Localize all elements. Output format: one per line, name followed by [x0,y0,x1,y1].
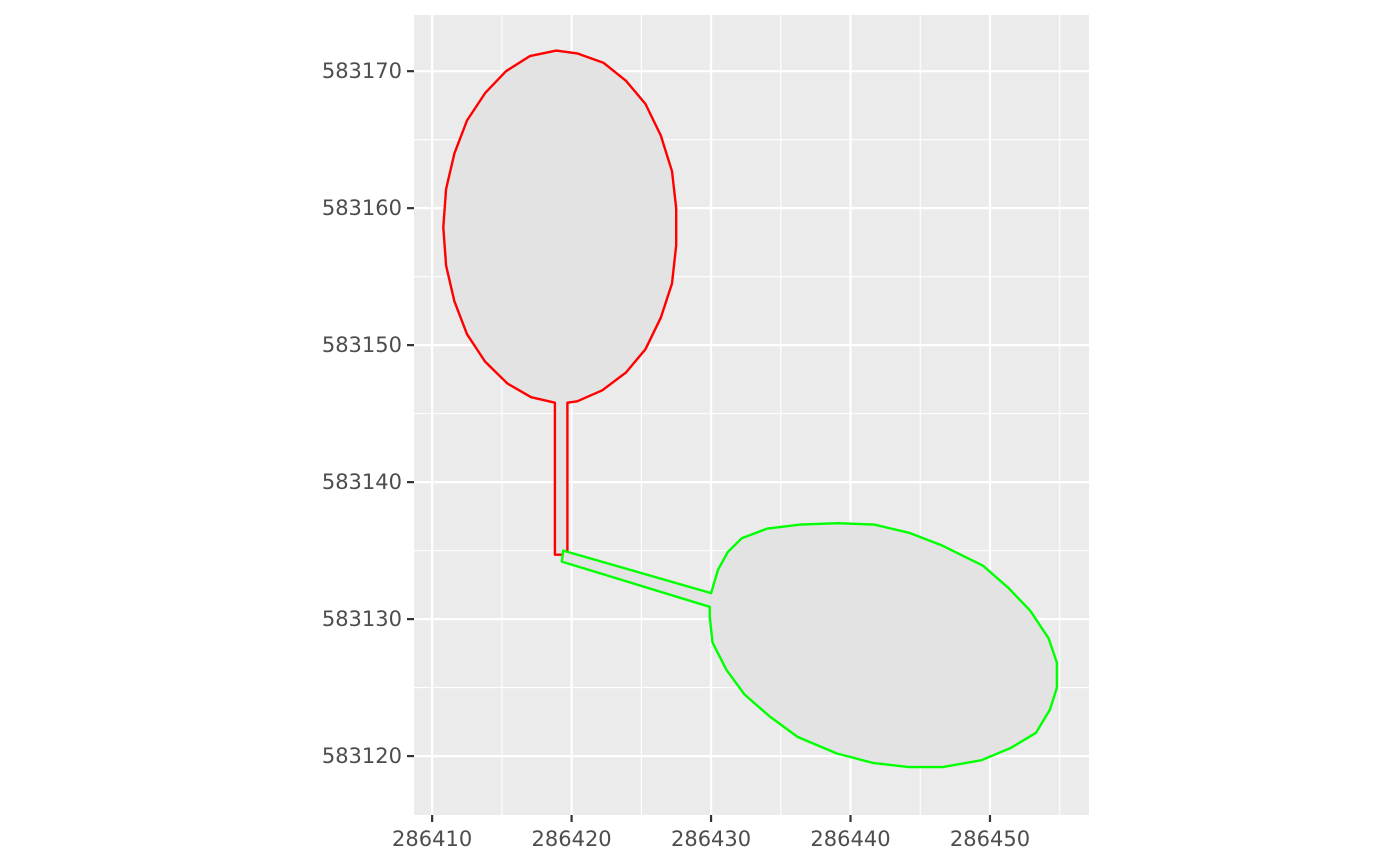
green-shape [560,522,1059,769]
x-tick-label: 286420 [532,827,612,851]
y-tick-label: 583170 [322,59,402,83]
x-tick-label: 286440 [810,827,890,851]
x-tick-label: 286450 [950,827,1030,851]
y-tick-label: 583120 [322,744,402,768]
y-tick-label: 583130 [322,607,402,631]
x-tick-label: 286410 [392,827,472,851]
axis-layer: 583120 583130 583140 583150 583160 583170 2864… [322,59,1030,851]
y-tick-label: 583150 [322,333,402,357]
y-tick-label: 583160 [322,196,402,220]
y-tick-label: 583140 [322,470,402,494]
shape-layer [442,49,1059,769]
x-tick-label: 286430 [671,827,751,851]
